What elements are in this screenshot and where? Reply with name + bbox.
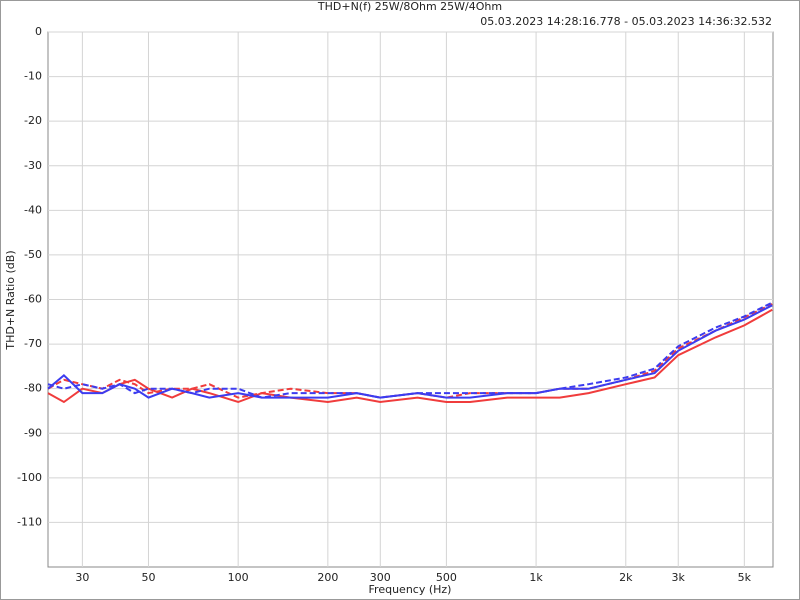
x-tick-label: 50	[141, 571, 155, 584]
x-tick-label: 100	[228, 571, 249, 584]
chart-title: THD+N(f) 25W/8Ohm 25W/4Ohm	[317, 0, 502, 13]
x-tick-label: 1k	[529, 571, 543, 584]
series-line	[47, 308, 773, 404]
x-tick-label: 3k	[672, 571, 686, 584]
y-tick-label: -50	[24, 248, 42, 261]
y-tick-label: -90	[24, 426, 42, 439]
y-tick-label: -100	[17, 471, 42, 484]
y-tick-label: -70	[24, 337, 42, 350]
chart-subtitle: 05.03.2023 14:28:16.778 - 05.03.2023 14:…	[480, 15, 772, 28]
x-tick-label: 30	[75, 571, 89, 584]
x-tick-label: 200	[317, 571, 338, 584]
y-tick-label: -110	[17, 515, 42, 528]
x-axis-label: Frequency (Hz)	[369, 583, 452, 596]
x-tick-label: 2k	[619, 571, 633, 584]
y-tick-label: -40	[24, 203, 42, 216]
y-tick-label: -80	[24, 382, 42, 395]
y-tick-label: -20	[24, 114, 42, 127]
y-tick-label: -10	[24, 70, 42, 83]
x-tick-label: 300	[370, 571, 391, 584]
y-tick-label: -60	[24, 293, 42, 306]
series-line	[47, 301, 773, 399]
x-tick-label: 500	[436, 571, 457, 584]
y-axis-label: THD+N Ratio (dB)	[4, 250, 17, 350]
y-tick-label: 0	[35, 25, 42, 38]
x-tick-label: 5k	[738, 571, 752, 584]
y-tick-label: -30	[24, 159, 42, 172]
